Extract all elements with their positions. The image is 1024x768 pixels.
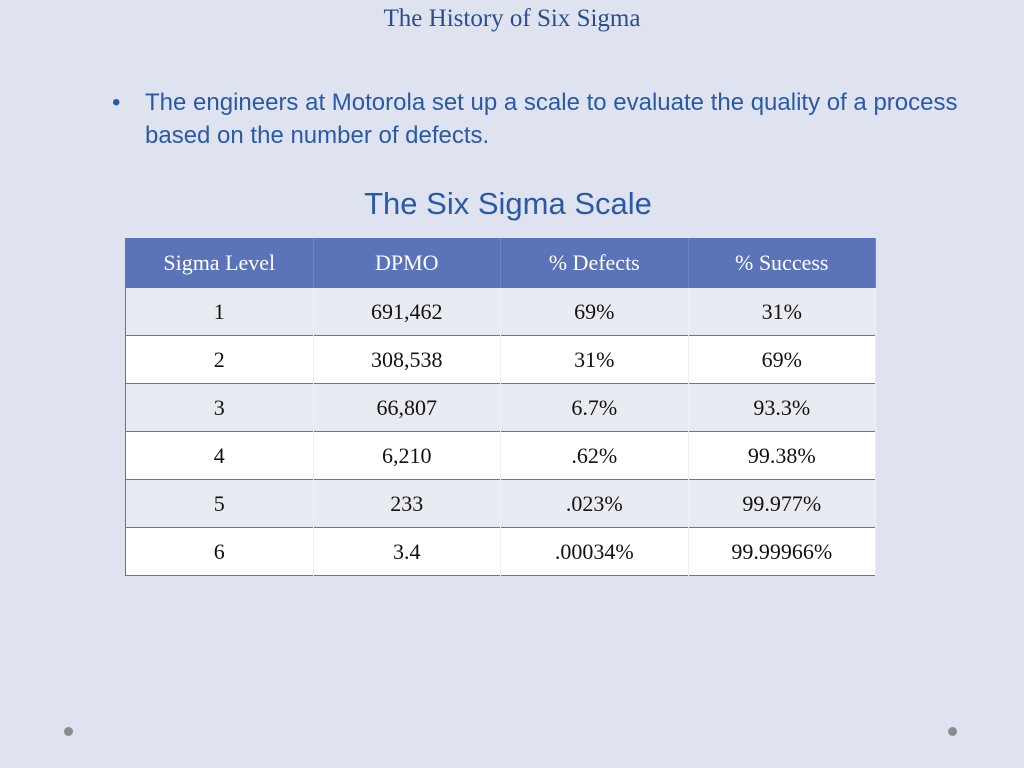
cell-sigma-level: 4 — [125, 431, 314, 480]
table-header-row: Sigma Level DPMO % Defects % Success — [125, 238, 876, 288]
table-row: 2 308,538 31% 69% — [125, 335, 876, 384]
header-defects: % Defects — [500, 238, 689, 288]
slide-title: The History of Six Sigma — [383, 5, 641, 32]
cell-success: 99.977% — [688, 479, 876, 528]
cell-success: 69% — [688, 335, 876, 384]
cell-success: 99.99966% — [688, 527, 876, 576]
bullet-item: • The engineers at Motorola set up a sca… — [112, 86, 962, 152]
table-row: 6 3.4 .00034% 99.99966% — [125, 527, 876, 576]
cell-sigma-level: 2 — [125, 335, 314, 384]
cell-success: 93.3% — [688, 383, 876, 432]
table-title: The Six Sigma Scale — [364, 186, 652, 221]
decorative-dot-right — [948, 727, 957, 736]
header-dpmo: DPMO — [313, 238, 501, 288]
bullet-text: The engineers at Motorola set up a scale… — [145, 89, 958, 149]
cell-sigma-level: 6 — [125, 527, 314, 576]
cell-dpmo: 6,210 — [313, 431, 501, 480]
cell-dpmo: 308,538 — [313, 335, 501, 384]
cell-defects: .62% — [500, 431, 689, 480]
six-sigma-table: Sigma Level DPMO % Defects % Success 1 6… — [125, 238, 876, 576]
cell-success: 99.38% — [688, 431, 876, 480]
cell-defects: .023% — [500, 479, 689, 528]
cell-dpmo: 691,462 — [313, 287, 501, 336]
cell-defects: 69% — [500, 287, 689, 336]
cell-sigma-level: 1 — [125, 287, 314, 336]
header-success: % Success — [688, 238, 876, 288]
table-row: 5 233 .023% 99.977% — [125, 479, 876, 528]
cell-defects: 31% — [500, 335, 689, 384]
table-row: 4 6,210 .62% 99.38% — [125, 431, 876, 480]
cell-dpmo: 233 — [313, 479, 501, 528]
cell-defects: 6.7% — [500, 383, 689, 432]
cell-dpmo: 66,807 — [313, 383, 501, 432]
table-row: 1 691,462 69% 31% — [125, 287, 876, 336]
cell-sigma-level: 5 — [125, 479, 314, 528]
cell-success: 31% — [688, 287, 876, 336]
header-sigma-level: Sigma Level — [125, 238, 314, 288]
decorative-dot-left — [64, 727, 73, 736]
cell-dpmo: 3.4 — [313, 527, 501, 576]
cell-defects: .00034% — [500, 527, 689, 576]
bullet-marker: • — [112, 89, 121, 116]
table-row: 3 66,807 6.7% 93.3% — [125, 383, 876, 432]
cell-sigma-level: 3 — [125, 383, 314, 432]
